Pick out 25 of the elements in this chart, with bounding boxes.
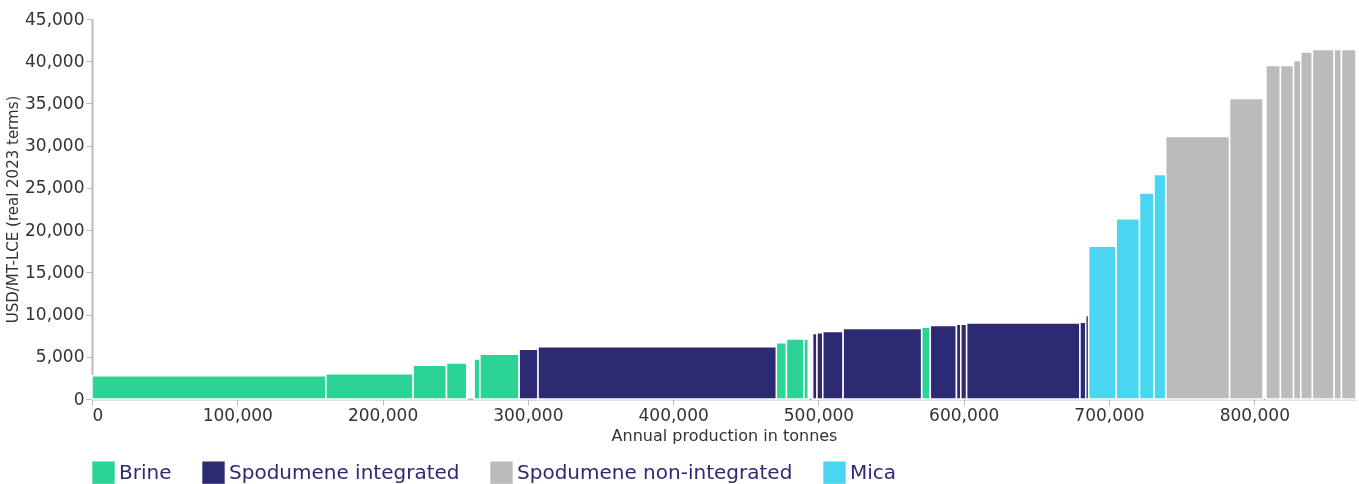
legend-label: Spodumene non-integrated xyxy=(517,459,793,484)
legend-label: Mica xyxy=(850,459,897,484)
legend-label: Brine xyxy=(119,459,172,484)
x-tick-label: 0 xyxy=(92,404,104,425)
x-tick-label: 400,000 xyxy=(638,404,709,425)
x-tick-label: 700,000 xyxy=(1074,404,1145,425)
y-tick-label: 25,000 xyxy=(25,177,85,198)
legend-label: Spodumene integrated xyxy=(229,459,460,484)
y-tick-label: 0 xyxy=(73,388,85,409)
x-tick-label: 300,000 xyxy=(493,404,564,425)
x-tick-label: 100,000 xyxy=(202,404,273,425)
y-tick-label: 30,000 xyxy=(25,135,85,156)
y-axis-title: USD/MT-LCE (real 2023 terms) xyxy=(4,95,23,324)
y-tick-label: 15,000 xyxy=(25,261,85,282)
y-tick-label: 10,000 xyxy=(25,304,85,325)
y-tick-label: 35,000 xyxy=(25,92,85,113)
y-tick-label: 45,000 xyxy=(25,8,85,29)
x-tick-label: 200,000 xyxy=(347,404,419,425)
x-tick-label: 800,000 xyxy=(1219,404,1290,425)
x-axis-title: Annual production in tonnes xyxy=(611,425,838,445)
y-tick-label: 20,000 xyxy=(25,219,85,240)
x-tick-label: 500,000 xyxy=(783,404,855,425)
x-tick-label: 600,000 xyxy=(929,404,1000,425)
y-tick-label: 40,000 xyxy=(25,50,85,71)
y-tick-label: 5,000 xyxy=(35,346,85,367)
